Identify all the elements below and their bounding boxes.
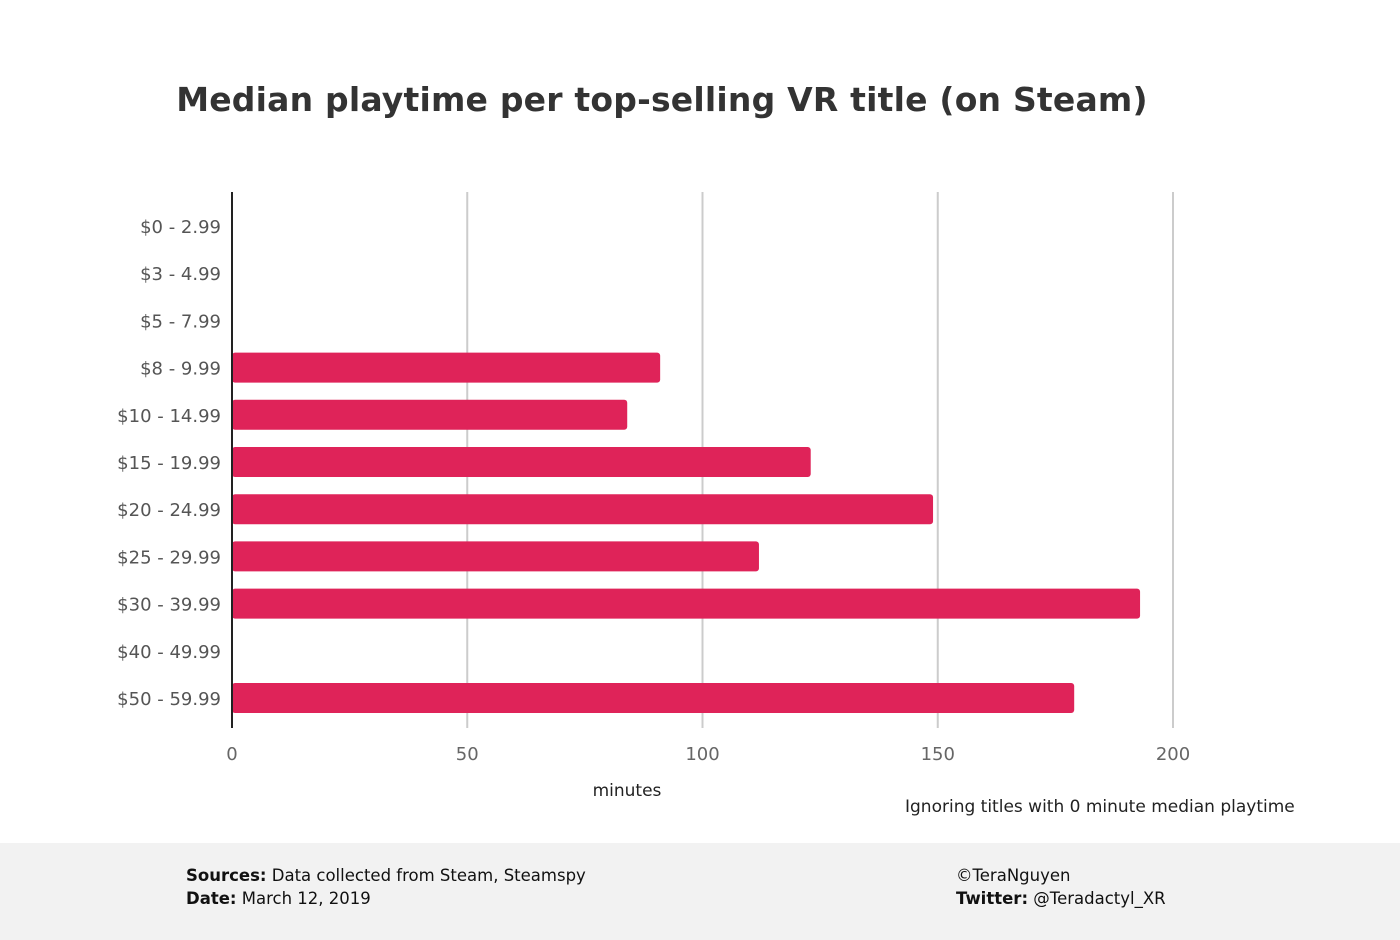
category-label: $25 - 29.99 — [117, 547, 221, 568]
chart-annotation: Ignoring titles with 0 minute median pla… — [905, 797, 1295, 817]
x-tick-labels: 0 50 100 150 200 — [226, 744, 1190, 765]
footer-credit: ©TeraNguyen — [956, 866, 1071, 885]
category-label: $10 - 14.99 — [117, 406, 221, 427]
category-label: $0 - 2.99 — [140, 217, 221, 238]
footer: Sources: Data collected from Steam, Stea… — [0, 843, 1400, 940]
bars — [232, 352, 1141, 713]
footer-sources: Sources: Data collected from Steam, Stea… — [186, 866, 586, 885]
twitter-label: Twitter: — [956, 889, 1029, 908]
x-tick-label: 0 — [226, 744, 237, 765]
category-label: $15 - 19.99 — [117, 453, 221, 474]
bar — [232, 494, 934, 525]
category-labels: $0 - 2.99 $3 - 4.99 $5 - 7.99 $8 - 9.99 $10 … — [117, 217, 221, 710]
category-label: $30 - 39.99 — [117, 595, 221, 616]
sources-label: Sources: — [186, 866, 267, 885]
bar — [232, 352, 661, 383]
footer-twitter: Twitter: @Teradactyl_XR — [956, 889, 1166, 908]
category-label: $40 - 49.99 — [117, 642, 221, 663]
x-tick-label: 50 — [456, 744, 479, 765]
x-axis-label: minutes — [593, 781, 662, 801]
category-label: $5 - 7.99 — [140, 311, 221, 332]
sources-text: Data collected from Steam, Steamspy — [271, 866, 586, 885]
footer-date: Date: March 12, 2019 — [186, 889, 371, 908]
x-tick-label: 100 — [685, 744, 719, 765]
chart-title: Median playtime per top-selling VR title… — [176, 80, 1148, 119]
category-label: $50 - 59.99 — [117, 689, 221, 710]
twitter-text: @Teradactyl_XR — [1033, 889, 1166, 908]
category-label: $3 - 4.99 — [140, 264, 221, 285]
bar — [232, 399, 628, 430]
date-text: March 12, 2019 — [241, 889, 371, 908]
bar-chart: $0 - 2.99 $3 - 4.99 $5 - 7.99 $8 - 9.99 $10 … — [117, 192, 1190, 801]
category-label: $8 - 9.99 — [140, 359, 221, 380]
x-tick-label: 200 — [1156, 744, 1190, 765]
category-label: $20 - 24.99 — [117, 500, 221, 521]
bar — [232, 588, 1141, 619]
bar — [232, 447, 811, 477]
bar — [232, 683, 1075, 713]
bar — [232, 541, 759, 572]
x-tick-label: 150 — [921, 744, 955, 765]
date-label: Date: — [186, 889, 237, 908]
